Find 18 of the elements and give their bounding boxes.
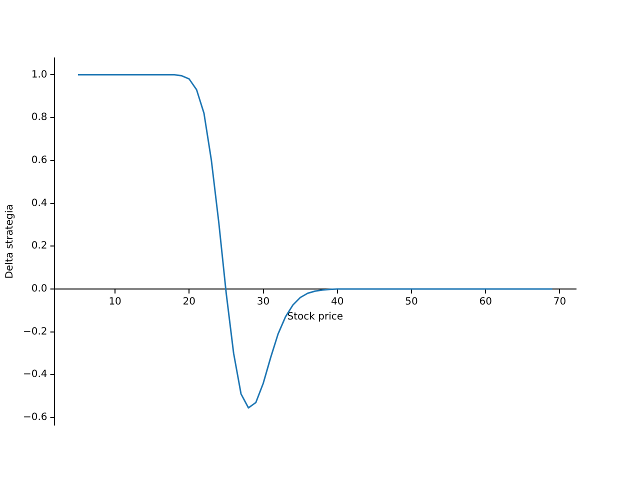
x-axis-title: Stock price: [287, 312, 344, 323]
x-tick-label: 30: [256, 296, 270, 308]
x-tick-label: 40: [331, 296, 344, 308]
x-tick-label: 20: [182, 296, 196, 308]
y-tick-label: 0.8: [31, 112, 48, 124]
y-tick-label: −0.2: [22, 326, 48, 338]
y-tick-label: 0.2: [31, 240, 48, 252]
y-tick-label: 1.0: [31, 69, 48, 80]
x-tick-label: 60: [479, 296, 492, 308]
y-tick-label: −0.4: [22, 369, 48, 380]
x-tick-label: 70: [553, 296, 566, 308]
x-tick-label: 10: [108, 296, 122, 308]
y-axis-title: Delta strategia: [4, 204, 16, 279]
x-tick-label: 50: [405, 296, 418, 308]
y-tick-label: −0.6: [22, 412, 48, 424]
y-tick-label: 0.6: [31, 155, 48, 166]
y-tick-label: 0.0: [31, 284, 48, 295]
y-tick-label: 0.4: [31, 198, 48, 209]
